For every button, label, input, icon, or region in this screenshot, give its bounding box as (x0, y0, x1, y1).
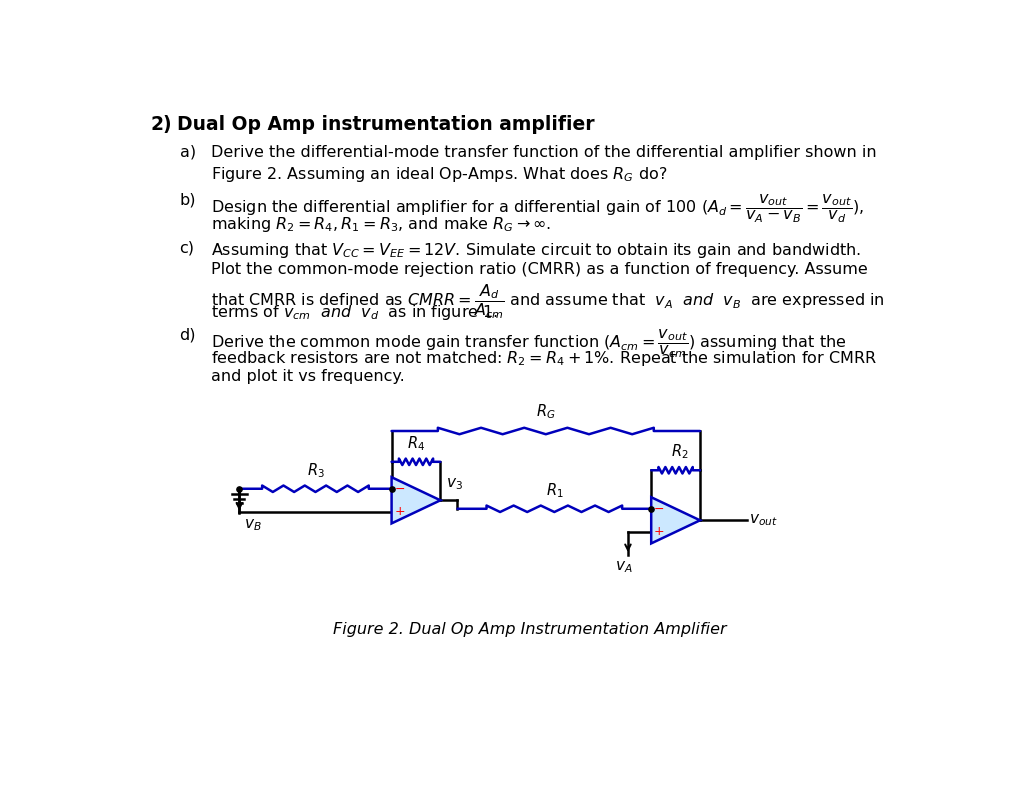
Polygon shape (651, 497, 700, 543)
Text: $v_B$: $v_B$ (244, 517, 262, 533)
Text: Figure 2. Dual Op Amp Instrumentation Amplifier: Figure 2. Dual Op Amp Instrumentation Am… (333, 622, 727, 637)
Text: that CMRR is defined as $CMRR = \dfrac{A_d}{A_{cm}}$ and assume that  $v_A$  $\m: that CMRR is defined as $CMRR = \dfrac{A… (211, 283, 884, 321)
Text: Figure 2. Assuming an ideal Op-Amps. What does $R_G$ do?: Figure 2. Assuming an ideal Op-Amps. Wha… (211, 165, 667, 184)
Text: $R_1$: $R_1$ (546, 481, 564, 499)
Text: Derive the common mode gain transfer function ($A_{cm} = \dfrac{v_{out}}{v_{cm}}: Derive the common mode gain transfer fun… (211, 328, 846, 360)
Text: $R_4$: $R_4$ (407, 434, 425, 453)
Text: Dual Op Amp instrumentation amplifier: Dual Op Amp instrumentation amplifier (177, 115, 595, 134)
Text: feedback resistors are not matched: $R_2 = R_4 + 1\%$. Repeat the simulation for: feedback resistors are not matched: $R_2… (211, 349, 877, 368)
Text: $-$: $-$ (394, 482, 405, 495)
Text: Derive the differential-mode transfer function of the differential amplifier sho: Derive the differential-mode transfer fu… (211, 145, 876, 160)
Text: b): b) (180, 192, 196, 207)
Text: $R_3$: $R_3$ (306, 461, 325, 480)
Text: making $R_2 = R_4, R_1 = R_3$, and make $R_G \rightarrow \infty$.: making $R_2 = R_4, R_1 = R_3$, and make … (211, 215, 551, 234)
Text: $-$: $-$ (653, 503, 665, 515)
Text: $v_A$: $v_A$ (615, 559, 633, 575)
Text: $v_{out}$: $v_{out}$ (749, 512, 778, 528)
Text: Design the differential amplifier for a differential gain of 100 ($A_d = \dfrac{: Design the differential amplifier for a … (211, 192, 863, 225)
Text: and plot it vs frequency.: and plot it vs frequency. (211, 369, 404, 384)
Text: Assuming that $V_{CC} = V_{EE} = 12V$. Simulate circuit to obtain its gain and b: Assuming that $V_{CC} = V_{EE} = 12V$. S… (211, 241, 860, 260)
Text: d): d) (180, 328, 196, 343)
Text: $R_2$: $R_2$ (671, 442, 689, 461)
Text: a): a) (180, 145, 195, 160)
Text: 2): 2) (151, 115, 173, 134)
Text: $v_3$: $v_3$ (446, 476, 463, 491)
Text: c): c) (180, 241, 194, 256)
Text: $R_G$: $R_G$ (536, 403, 555, 421)
Text: terms of $v_{cm}$  $\mathit{and}$  $v_d$  as in figure 1.: terms of $v_{cm}$ $\mathit{and}$ $v_d$ a… (211, 303, 497, 322)
Text: $+$: $+$ (394, 505, 405, 518)
Text: $+$: $+$ (653, 526, 665, 538)
Text: Plot the common-mode rejection ratio (CMRR) as a function of frequency. Assume: Plot the common-mode rejection ratio (CM… (211, 261, 868, 276)
Polygon shape (392, 477, 440, 523)
